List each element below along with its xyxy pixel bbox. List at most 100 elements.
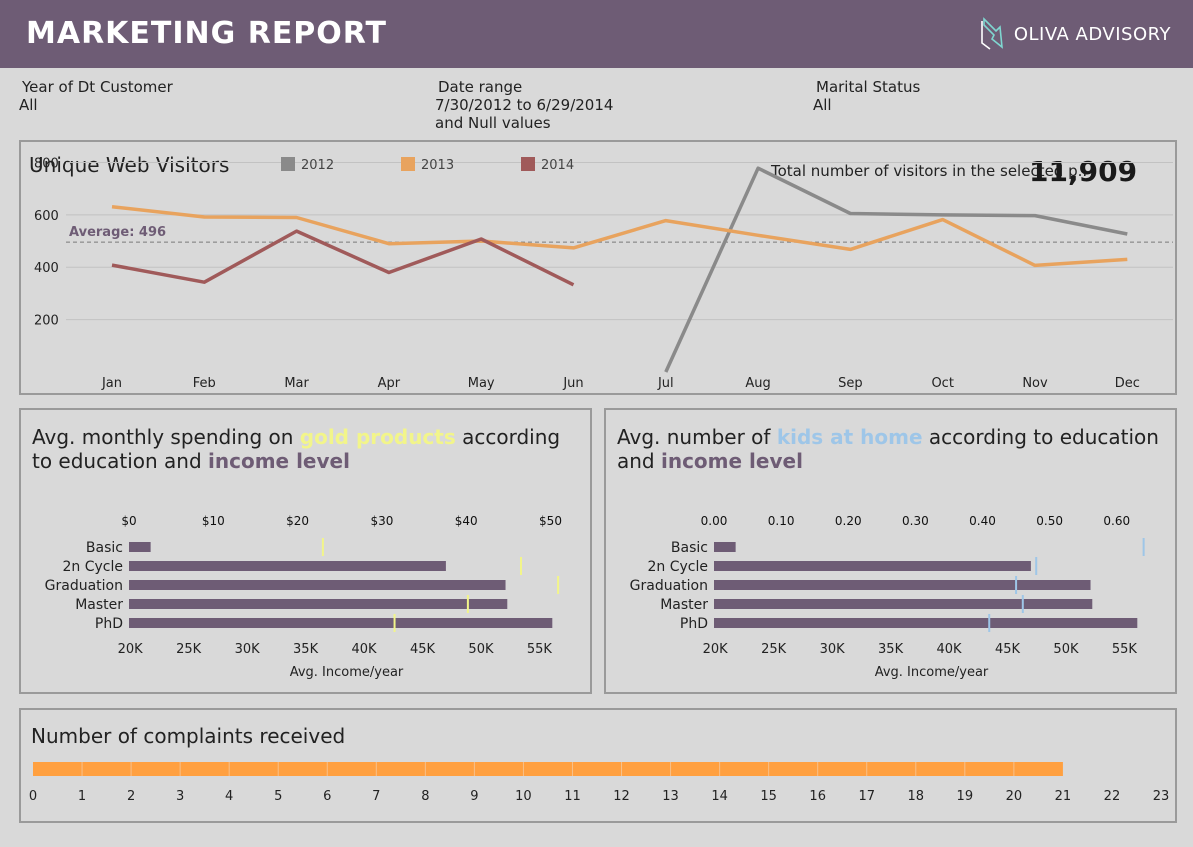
complaint-bar-segment xyxy=(425,762,475,776)
x-tick-label: 12 xyxy=(613,789,630,804)
visitors-title: Unique Web Visitors xyxy=(29,153,229,177)
legend-swatch xyxy=(401,157,415,171)
x-tick-label: Jan xyxy=(101,376,122,391)
legend-swatch xyxy=(521,157,535,171)
x-tick-label: 3 xyxy=(176,789,184,804)
complaints-bar-chart: 0 1 2 3 4 5 6 7 8 9 10 11 12 13 14 15 16 17 18 19 20 21 22 23 xyxy=(29,762,1169,804)
complaint-bar-segment xyxy=(474,762,524,776)
filter-date-range[interactable]: Date range 7/30/2012 to 6/29/2014 and Nu… xyxy=(435,78,613,132)
income-bar xyxy=(714,561,1031,571)
legend-label: 2014 xyxy=(541,158,574,173)
complaint-bar-segment xyxy=(327,762,377,776)
filter-year-customer[interactable]: Year of Dt Customer All xyxy=(19,78,173,114)
x-tick-label: 9 xyxy=(470,789,478,804)
complaint-bar-segment xyxy=(719,762,769,776)
x-tick-label: 30K xyxy=(820,642,846,657)
x-tick-label: 25K xyxy=(761,642,787,657)
y-tick-label: 400 xyxy=(34,261,59,276)
x-tick-label: 20K xyxy=(703,642,729,657)
complaint-bar-segment xyxy=(964,762,1014,776)
x-tick-label: 50K xyxy=(1053,642,1079,657)
top-axis-tick-label: 0.50 xyxy=(1036,514,1063,528)
x-tick-label: 10 xyxy=(515,789,532,804)
filter-value: 7/30/2012 to 6/29/2014 xyxy=(435,96,614,114)
income-bar xyxy=(129,618,553,628)
category-label: Graduation xyxy=(630,578,708,594)
x-tick-label: Jun xyxy=(562,376,583,391)
average-label: Average: 496 xyxy=(69,225,166,240)
kids-bar-chart: 0.00 0.10 0.20 0.30 0.40 0.50 0.60 Basic 2n Cycl… xyxy=(630,514,1145,680)
feather-logo-icon xyxy=(981,17,1003,50)
x-tick-label: Sep xyxy=(838,376,863,391)
x-tick-label: 40K xyxy=(937,642,963,657)
top-axis-tick-label: 0.30 xyxy=(902,514,929,528)
complaint-bar-segment xyxy=(866,762,916,776)
category-label: Master xyxy=(660,597,708,613)
y-tick-label: 200 xyxy=(34,314,59,329)
gold-panel-title: Avg. monthly spending on gold products a… xyxy=(32,425,582,473)
income-bar xyxy=(714,599,1093,609)
x-tick-label: Oct xyxy=(931,376,953,391)
filter-value: All xyxy=(19,96,38,114)
x-tick-label: 25K xyxy=(176,642,202,657)
x-tick-label: 40K xyxy=(352,642,378,657)
complaint-bar-segment xyxy=(670,762,720,776)
top-axis-tick-label: 0.20 xyxy=(835,514,862,528)
complaint-bar-segment xyxy=(180,762,230,776)
top-axis-tick-label: 0.10 xyxy=(768,514,795,528)
title-text: according to education and xyxy=(617,425,1159,473)
complaint-bar-segment xyxy=(915,762,965,776)
category-label: PhD xyxy=(95,616,123,632)
complaint-bar-segment xyxy=(572,762,622,776)
top-axis-tick-label: $40 xyxy=(455,514,478,528)
x-tick-label: 5 xyxy=(274,789,282,804)
x-tick-label: 45K xyxy=(410,642,436,657)
series-line-2012 xyxy=(664,166,1128,373)
total-visitors-label: Total number of visitors in the selected… xyxy=(770,162,1087,180)
y-tick-label: 800 xyxy=(34,156,59,171)
x-tick-label: 6 xyxy=(323,789,331,804)
complaint-bar-segment xyxy=(278,762,328,776)
x-tick-label: Nov xyxy=(1022,376,1048,391)
filter-label: Date range xyxy=(438,78,523,96)
x-tick-label: 22 xyxy=(1104,789,1121,804)
x-tick-label: 45K xyxy=(995,642,1021,657)
x-tick-label: 55K xyxy=(527,642,553,657)
top-axis-tick-label: $20 xyxy=(286,514,309,528)
logo-text: OLIVA ADVISORY xyxy=(1013,23,1171,45)
x-tick-label: 2 xyxy=(127,789,135,804)
x-tick-label: 16 xyxy=(809,789,826,804)
complaint-bar-segment xyxy=(621,762,671,776)
top-axis-tick-label: 0.60 xyxy=(1103,514,1130,528)
top-axis-tick-label: $0 xyxy=(121,514,136,528)
x-axis-title: Avg. Income/year xyxy=(290,665,404,680)
complaint-bar-segment xyxy=(817,762,867,776)
x-tick-label: 30K xyxy=(235,642,261,657)
income-bar xyxy=(129,561,446,571)
report-title: MARKETING REPORT xyxy=(26,16,388,51)
complaint-bar-segment xyxy=(229,762,279,776)
x-tick-label: Dec xyxy=(1115,376,1140,391)
x-tick-label: 20 xyxy=(1006,789,1023,804)
x-tick-label: 19 xyxy=(957,789,974,804)
category-label: 2n Cycle xyxy=(648,559,709,575)
series-line-2013 xyxy=(111,204,1128,268)
category-label: Basic xyxy=(86,540,123,556)
x-tick-label: 7 xyxy=(372,789,380,804)
series-line-2014 xyxy=(111,229,575,287)
category-label: PhD xyxy=(680,616,708,632)
x-tick-label: 35K xyxy=(293,642,319,657)
title-text: Avg. number of xyxy=(617,425,777,449)
company-logo: OLIVA ADVISORY xyxy=(980,16,1171,52)
top-axis-tick-label: 0.00 xyxy=(701,514,728,528)
income-bar xyxy=(129,542,151,552)
x-tick-label: 21 xyxy=(1055,789,1072,804)
filter-marital-status[interactable]: Marital Status All xyxy=(813,78,920,114)
x-tick-label: 13 xyxy=(662,789,679,804)
complaint-bar-segment xyxy=(82,762,132,776)
x-tick-label: 15 xyxy=(760,789,777,804)
top-axis-tick-label: $10 xyxy=(202,514,225,528)
top-axis-tick-label: $30 xyxy=(370,514,393,528)
filter-value: All xyxy=(813,96,832,114)
x-tick-label: Apr xyxy=(378,376,401,391)
